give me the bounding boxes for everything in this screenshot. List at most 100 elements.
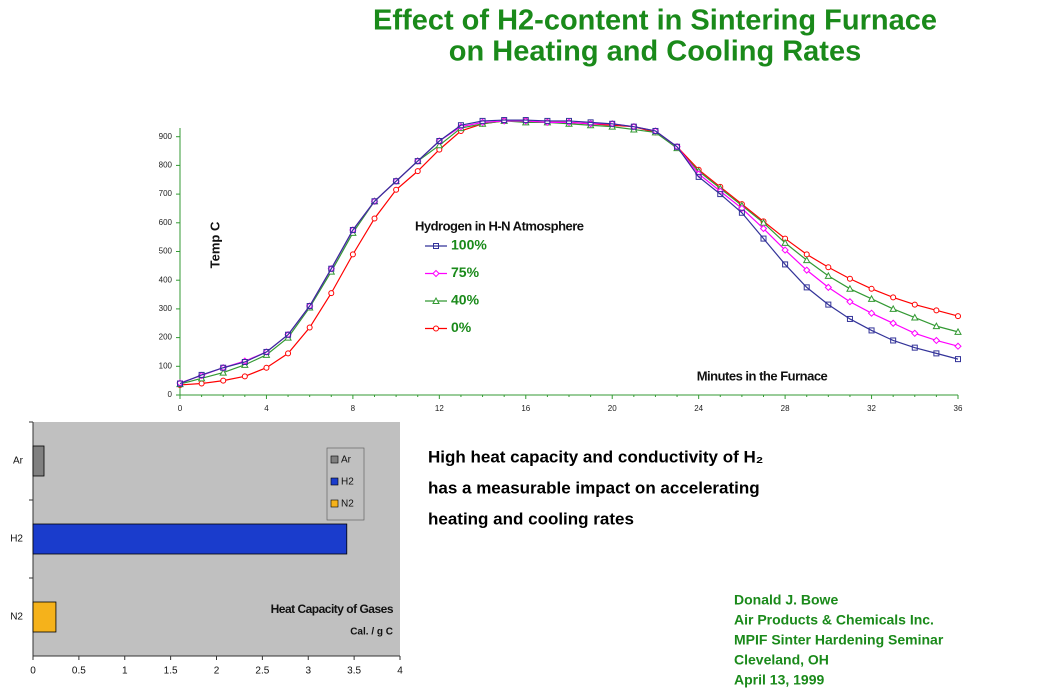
point bbox=[932, 336, 941, 345]
note: heating and cooling rates bbox=[428, 509, 634, 528]
author: MPIF Sinter Hardening Seminar bbox=[734, 632, 944, 648]
point bbox=[911, 344, 918, 351]
x-tick-label: 12 bbox=[435, 404, 444, 413]
x-axis-label: Minutes in the Furnace bbox=[697, 368, 828, 383]
legend-marker bbox=[432, 296, 440, 304]
x-tick-label: 32 bbox=[867, 404, 876, 413]
author: Air Products & Chemicals Inc. bbox=[734, 612, 934, 628]
point bbox=[738, 209, 745, 216]
point bbox=[910, 313, 919, 321]
point bbox=[457, 122, 464, 129]
point bbox=[306, 324, 313, 331]
point bbox=[414, 158, 421, 165]
title: Effect of H2-content in Sintering Furnac… bbox=[373, 5, 937, 37]
point bbox=[846, 284, 854, 292]
point bbox=[285, 350, 292, 357]
point bbox=[241, 358, 248, 365]
legend-label: 0% bbox=[451, 319, 472, 335]
point bbox=[955, 313, 961, 320]
point bbox=[825, 264, 832, 271]
point bbox=[695, 173, 702, 180]
x-tick-label: 0 bbox=[178, 404, 183, 413]
point bbox=[867, 294, 876, 302]
point bbox=[824, 283, 833, 292]
point bbox=[285, 331, 292, 338]
title: on Heating and Cooling Rates bbox=[449, 36, 861, 68]
point bbox=[803, 284, 810, 291]
note: has a measurable impact on accelerating bbox=[428, 478, 760, 497]
point bbox=[954, 342, 962, 350]
legend-label: 100% bbox=[451, 237, 487, 253]
point bbox=[544, 117, 551, 124]
point bbox=[652, 127, 659, 134]
x-tick-label: 1.5 bbox=[164, 666, 178, 677]
point bbox=[241, 373, 248, 380]
legend-label: Ar bbox=[341, 455, 352, 466]
point bbox=[630, 123, 637, 130]
y-tick-label: 500 bbox=[159, 247, 173, 256]
x-tick-label: 20 bbox=[608, 404, 617, 413]
point bbox=[782, 261, 789, 268]
point bbox=[371, 215, 378, 222]
line-series bbox=[179, 120, 959, 386]
point bbox=[911, 301, 918, 308]
point bbox=[889, 304, 898, 312]
point bbox=[435, 141, 444, 149]
y-tick-label: Ar bbox=[13, 456, 24, 467]
point bbox=[393, 178, 400, 185]
legend-swatch bbox=[330, 499, 339, 508]
point bbox=[479, 117, 486, 124]
point bbox=[349, 251, 356, 258]
point bbox=[890, 337, 897, 344]
y-tick-label: 0 bbox=[168, 390, 173, 399]
point bbox=[802, 256, 811, 264]
legend-label: 75% bbox=[451, 264, 480, 280]
note: High heat capacity and conductivity of H… bbox=[428, 447, 763, 466]
point bbox=[867, 309, 876, 317]
bar bbox=[32, 445, 45, 477]
point bbox=[414, 168, 421, 175]
y-tick-label: N2 bbox=[10, 612, 23, 623]
legend-marker bbox=[433, 243, 439, 249]
point bbox=[371, 198, 378, 205]
point bbox=[824, 271, 833, 279]
x-tick-label: 36 bbox=[954, 404, 963, 413]
x-tick-label: 4 bbox=[264, 404, 269, 413]
point bbox=[609, 120, 616, 127]
point bbox=[177, 380, 183, 387]
annotation: Cal. / g C bbox=[350, 627, 393, 638]
point bbox=[198, 371, 205, 378]
point bbox=[263, 364, 270, 371]
point bbox=[932, 322, 941, 330]
point bbox=[220, 364, 227, 371]
x-tick-label: 0.5 bbox=[72, 666, 86, 677]
point bbox=[846, 315, 853, 322]
annotation: Heat Capacity of Gases bbox=[271, 602, 394, 616]
point bbox=[436, 138, 443, 145]
legend-marker bbox=[432, 269, 440, 278]
point bbox=[889, 319, 897, 327]
x-tick-label: 3 bbox=[305, 666, 311, 677]
line-series bbox=[179, 120, 959, 385]
x-tick-label: 24 bbox=[694, 404, 703, 413]
y-tick-label: H2 bbox=[10, 534, 23, 545]
point bbox=[933, 350, 940, 357]
point bbox=[522, 117, 529, 124]
legend-box bbox=[326, 447, 365, 521]
x-tick-label: 2.5 bbox=[255, 666, 269, 677]
point bbox=[587, 119, 594, 126]
point bbox=[781, 238, 789, 246]
point bbox=[759, 224, 768, 233]
y-tick-label: 800 bbox=[159, 161, 173, 170]
point bbox=[846, 275, 853, 282]
legend-title: Hydrogen in H-N Atmosphere bbox=[415, 218, 584, 233]
point bbox=[911, 329, 919, 338]
y-tick-label: 400 bbox=[159, 275, 173, 284]
y-axis-label: Temp C bbox=[207, 221, 222, 268]
point bbox=[393, 186, 400, 193]
x-tick-label: 4 bbox=[397, 666, 403, 677]
y-tick-label: 100 bbox=[159, 361, 173, 370]
point bbox=[674, 143, 681, 150]
y-tick-label: 900 bbox=[159, 132, 173, 141]
